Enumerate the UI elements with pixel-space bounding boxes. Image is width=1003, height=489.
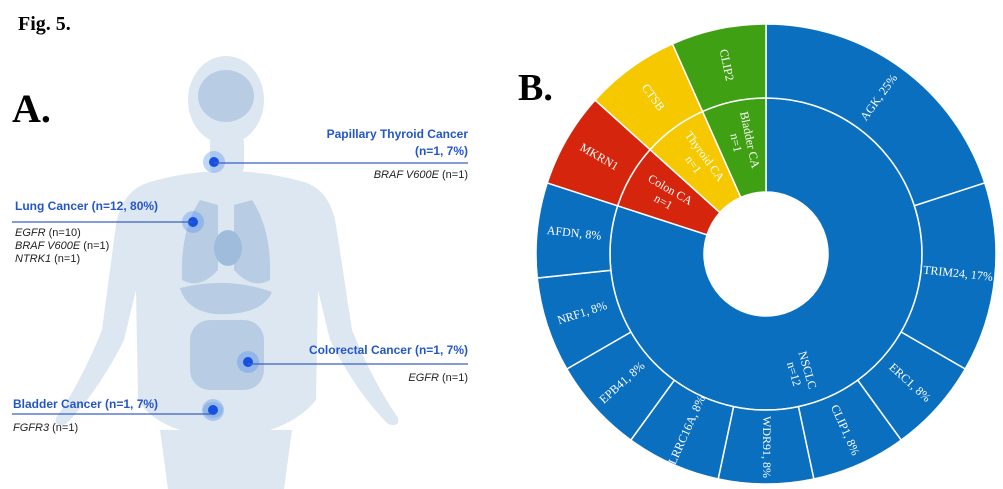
gene-count: (n=1): [83, 240, 109, 252]
gene-count: (n=1): [442, 169, 468, 181]
gene-entry: EGFR (n=10): [15, 227, 81, 239]
gene-entry: EGFR (n=1): [408, 372, 468, 384]
gene-count: (n=1): [52, 422, 78, 434]
segment-label-line: AFDN, 8%: [546, 223, 602, 243]
panel-label: A.: [12, 86, 51, 131]
segment-label: CLIP2: [717, 48, 737, 82]
site-stats: (n=1, 7%): [415, 144, 468, 158]
gene-name: EGFR: [408, 372, 439, 384]
gene-entry: NTRK1 (n=1): [15, 253, 80, 265]
segment-label-line: n=12: [784, 360, 804, 388]
segment-label-line: n=1: [728, 132, 746, 153]
site-title: Papillary Thyroid Cancer: [327, 127, 469, 141]
annotations: Papillary Thyroid Cancer (n=1, 7%) BRAF V6…: [12, 127, 468, 434]
gene-count: (n=1): [54, 253, 80, 265]
gene-entry: BRAF V600E (n=1): [15, 240, 109, 252]
segment-label: AFDN, 8%: [546, 223, 602, 243]
gene-name: EGFR: [15, 227, 46, 239]
outer-segment: [671, 23, 767, 113]
gene-name: NTRK1: [15, 253, 51, 265]
gene-name: BRAF V600E: [15, 240, 81, 252]
site-title: Bladder Cancer (n=1, 7%): [13, 397, 158, 411]
gene-count: (n=1): [442, 372, 468, 384]
gene-entry: BRAF V600E (n=1): [374, 169, 468, 181]
organs: [180, 70, 272, 418]
site-title: Colorectal Cancer (n=1, 7%): [309, 343, 468, 357]
gene-count: (n=10): [49, 227, 81, 239]
gene-entry: FGFR3 (n=1): [13, 422, 78, 434]
segment-label: WDR91, 8%: [760, 416, 774, 478]
gene-name: BRAF V600E: [374, 169, 440, 181]
site-title: Lung Cancer (n=12, 80%): [15, 199, 158, 213]
site-dot: [208, 405, 218, 415]
site-dot: [243, 357, 253, 367]
panel-label: B.: [518, 67, 553, 109]
segment-label-line: CLIP2: [717, 48, 737, 82]
figure-label: Fig. 5.: [18, 13, 71, 35]
gene-name: FGFR3: [13, 422, 50, 434]
segment-label-line: WDR91, 8%: [760, 416, 774, 478]
site-dot: [209, 157, 219, 167]
